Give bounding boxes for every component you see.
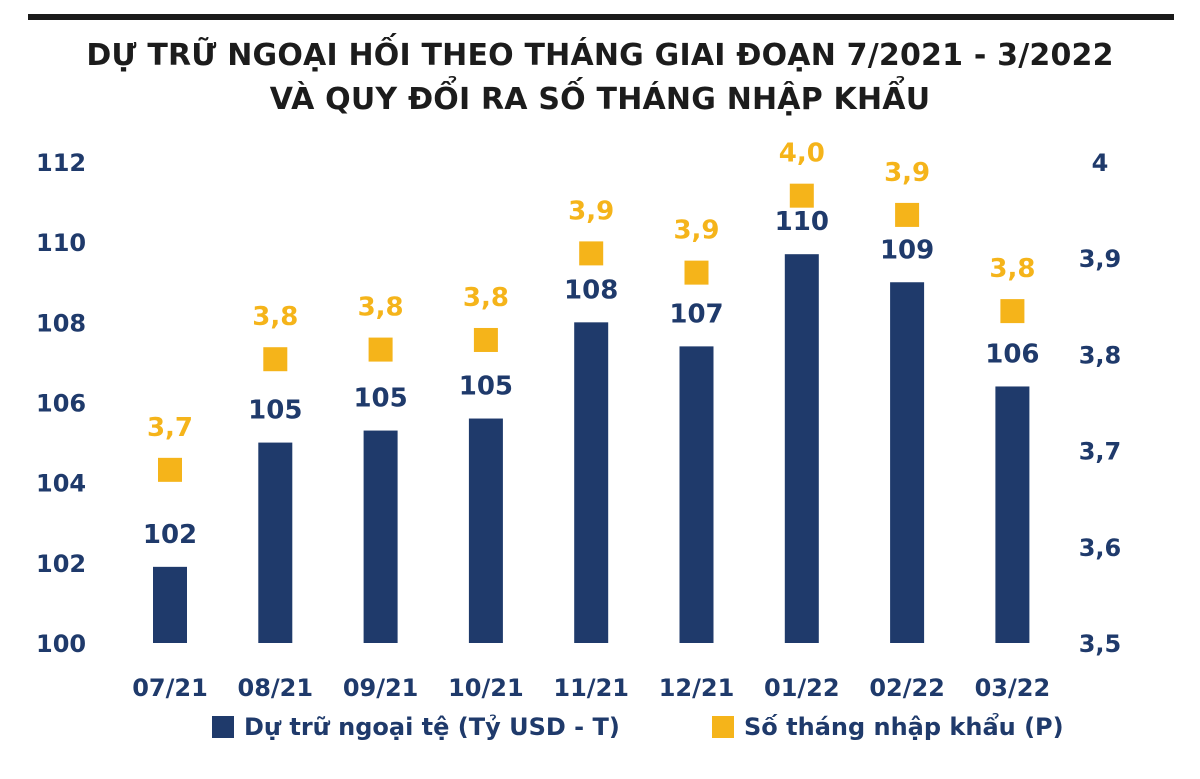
legend-swatch-bars [212, 716, 234, 738]
marker-point [158, 457, 182, 482]
bar-value-label: 102 [143, 520, 197, 550]
chart-title-line-2: VÀ QUY ĐỔI RA SỐ THÁNG NHẬP KHẨU [269, 82, 931, 117]
bar [258, 442, 293, 643]
bar-value-label: 105 [353, 384, 407, 414]
bar [574, 322, 609, 643]
marker-point [579, 241, 604, 266]
legend-item-points: Số tháng nhập khẩu (P) [712, 713, 1064, 741]
x-tick-label: 03/22 [975, 674, 1051, 702]
marker-value-label: 3,8 [463, 283, 509, 313]
y-right-tick-label: 3,8 [1079, 341, 1122, 369]
x-tick-label: 01/22 [764, 674, 840, 702]
y-left-tick-label: 104 [36, 470, 86, 498]
bar [468, 418, 503, 643]
marker-value-label: 3,9 [568, 196, 614, 226]
x-tick-label: 12/21 [659, 674, 735, 702]
marker-value-label: 3,8 [252, 302, 298, 332]
y-left-tick-label: 102 [36, 550, 86, 578]
x-tick-label: 11/21 [553, 674, 629, 702]
marker-point [789, 183, 814, 208]
legend-label-points: Số tháng nhập khẩu (P) [744, 713, 1064, 741]
legend: Dự trữ ngoại tệ (Tỷ USD - T) Số tháng nh… [0, 713, 1200, 753]
marker-value-label: 3,8 [989, 254, 1035, 284]
chart-title-line-1: DỰ TRỮ NGOẠI HỐI THEO THÁNG GIAI ĐOẠN 7/… [86, 38, 1114, 73]
bar-value-label: 106 [985, 339, 1039, 369]
bar-value-label: 109 [880, 235, 934, 265]
y-left-tick-label: 106 [36, 390, 86, 418]
marker-point [1000, 299, 1025, 324]
y-left-tick-label: 110 [36, 229, 86, 257]
bar-value-label: 105 [248, 396, 302, 426]
bar-value-label: 110 [775, 207, 829, 237]
bar [153, 566, 187, 643]
x-tick-label: 07/21 [132, 674, 208, 702]
legend-swatch-points [712, 716, 734, 738]
bar [679, 346, 714, 643]
chart-title: DỰ TRỮ NGOẠI HỐI THEO THÁNG GIAI ĐOẠN 7/… [0, 34, 1200, 122]
marker-point [263, 347, 288, 372]
bar [890, 282, 925, 643]
marker-value-label: 3,9 [673, 216, 719, 246]
x-tick-label: 09/21 [343, 674, 419, 702]
bar [995, 386, 1030, 643]
bar [784, 254, 819, 644]
legend-label-bars: Dự trữ ngoại tệ (Tỷ USD - T) [244, 713, 620, 741]
y-left-tick-label: 100 [36, 630, 86, 658]
marker-value-label: 3,8 [358, 293, 404, 323]
marker-point [895, 202, 920, 227]
x-tick-label: 02/22 [869, 674, 945, 702]
x-tick-label: 10/21 [448, 674, 524, 702]
marker-point [684, 260, 709, 285]
y-right-tick-label: 4 [1092, 149, 1109, 177]
y-left-tick-label: 108 [36, 309, 86, 337]
y-left-tick-label: 112 [36, 149, 86, 177]
marker-value-label: 4,0 [779, 139, 825, 169]
x-tick-label: 08/21 [238, 674, 314, 702]
bar-value-label: 107 [669, 299, 723, 329]
top-rule [28, 14, 1174, 20]
bar-value-label: 108 [564, 275, 618, 305]
y-right-tick-label: 3,6 [1079, 534, 1122, 562]
marker-value-label: 3,9 [884, 158, 930, 188]
marker-point [473, 327, 498, 352]
legend-item-bars: Dự trữ ngoại tệ (Tỷ USD - T) [212, 713, 620, 741]
y-right-tick-label: 3,7 [1079, 438, 1122, 466]
marker-value-label: 3,7 [147, 413, 193, 443]
bar [363, 430, 398, 643]
y-right-tick-label: 3,9 [1079, 245, 1122, 273]
y-right-tick-label: 3,5 [1079, 630, 1122, 658]
bar-value-label: 105 [459, 372, 513, 402]
marker-point [368, 337, 393, 362]
